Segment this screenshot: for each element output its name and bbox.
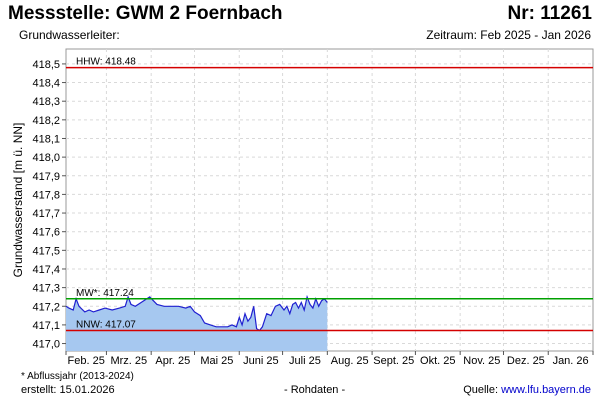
x-tick-label: Juni 25	[243, 355, 278, 367]
y-tick-label: 418,2	[32, 115, 60, 127]
y-tick-label: 417,9	[32, 171, 60, 183]
y-tick-label: 418,0	[32, 152, 60, 164]
source: Quelle: www.lfu.bayern.de	[463, 384, 591, 396]
reference-line-label: MW*: 417.24	[76, 288, 134, 299]
source-label: Quelle:	[463, 384, 502, 396]
y-tick-label: 418,3	[32, 96, 60, 108]
y-tick-label: 417,1	[32, 320, 60, 332]
y-tick-label: 418,4	[32, 78, 60, 90]
x-axis: Feb. 25 Mrz. 25 Apr. 25 Mai 25 Juni 25 Juli 2…	[65, 351, 594, 367]
x-tick-label: Jan. 26	[553, 355, 589, 367]
y-tick-label: 417,5	[32, 245, 60, 257]
reference-lines: HHW: 418.48 MW*: 417.24 NNW: 417.07	[66, 57, 593, 332]
x-tick-label: Dez. 25	[507, 355, 545, 367]
y-tick-label: 417,6	[32, 227, 60, 239]
series-fill	[66, 296, 328, 351]
y-tick-label: 418,5	[32, 59, 60, 71]
x-tick-label: Okt. 25	[420, 355, 455, 367]
grid	[66, 49, 593, 351]
x-tick-label: Aug. 25	[331, 355, 369, 367]
x-tick-label: Apr. 25	[155, 355, 190, 367]
y-tick-label: 417,4	[32, 264, 60, 276]
reference-line-label: HHW: 418.48	[76, 57, 136, 68]
y-tick-label: 417,8	[32, 189, 60, 201]
series-line	[65, 294, 328, 332]
period-label: Zeitraum: Feb 2025 - Jan 2026	[426, 28, 591, 42]
raw-data-note: - Rohdaten -	[284, 384, 346, 396]
x-tick-label: Feb. 25	[68, 355, 105, 367]
footnote: * Abflussjahr (2013-2024)	[21, 371, 134, 382]
y-tick-label: 417,3	[32, 283, 60, 295]
station-number: Nr: 11261	[507, 3, 592, 24]
x-tick-label: Mrz. 25	[110, 355, 147, 367]
x-tick-label: Nov. 25	[463, 355, 500, 367]
y-tick-label: 417,0	[32, 339, 60, 351]
x-tick-label: Mai 25	[200, 355, 233, 367]
created-date: erstellt: 15.01.2026	[21, 384, 115, 396]
x-tick-label: Juli 25	[289, 355, 321, 367]
y-tick-label: 418,1	[32, 133, 60, 145]
x-tick-label: Sept. 25	[373, 355, 414, 367]
reference-line-label: NNW: 417.07	[76, 319, 136, 330]
chart-title: Messstelle: GWM 2 Foernbach	[8, 3, 283, 24]
source-link[interactable]: www.lfu.bayern.de	[501, 384, 591, 396]
y-axis-label: Grundwasserstand [m ü. NN]	[11, 122, 25, 278]
aquifer-label: Grundwasserleiter:	[19, 28, 120, 42]
y-tick-label: 417,2	[32, 301, 60, 313]
series-area	[65, 294, 328, 351]
y-tick-label: 417,7	[32, 208, 60, 220]
y-axis: 418,5 418,4 418,3 418,2 418,1 418,0 417,9 417,8…	[32, 59, 66, 351]
